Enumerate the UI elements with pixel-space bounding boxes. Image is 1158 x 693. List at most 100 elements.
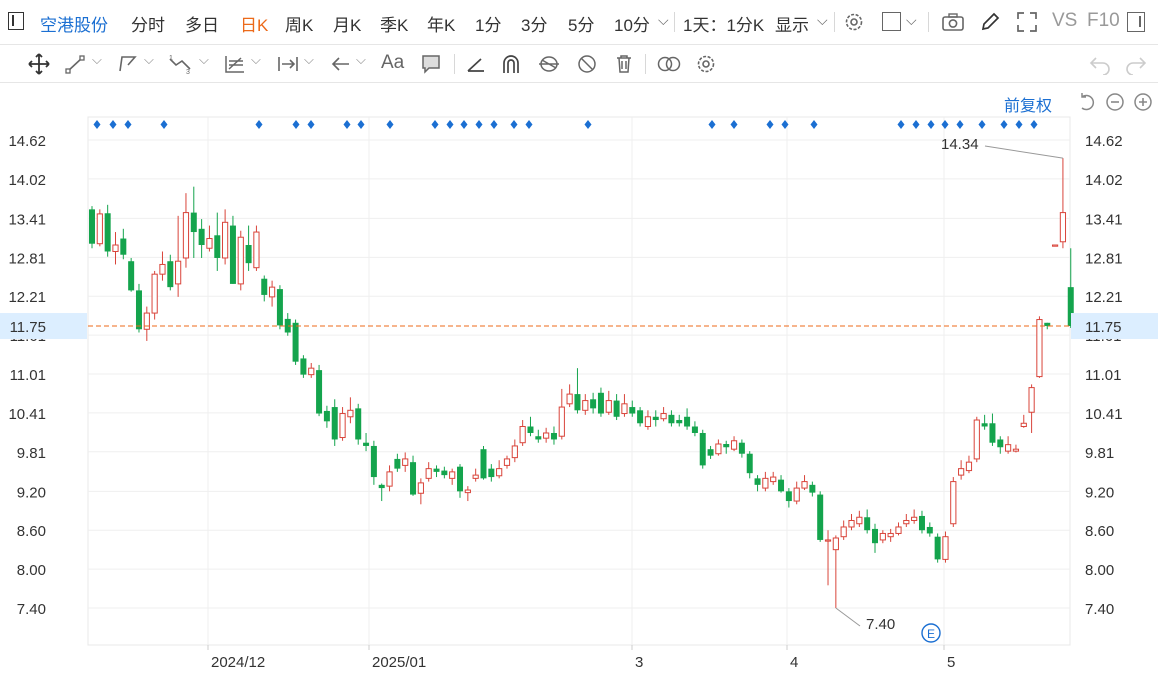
candle-body (143, 312, 150, 330)
tab-period-3[interactable]: 周K (285, 16, 314, 35)
tab-period-0[interactable]: 分时 (131, 16, 165, 35)
arrow-left-icon[interactable] (329, 54, 353, 74)
tab-period-5[interactable]: 季K (380, 16, 409, 35)
chevron-down-icon[interactable]: ⌵ (92, 52, 102, 67)
sidebar-toggle-icon[interactable] (8, 12, 24, 30)
candle (676, 414, 683, 427)
event-marker-diamond (525, 120, 533, 129)
zoom-in-icon[interactable] (1132, 91, 1154, 113)
candle (323, 405, 330, 428)
candle-body (965, 461, 973, 472)
display-menu[interactable]: 显示 (775, 16, 809, 35)
candle (355, 403, 362, 445)
fibonacci-tool-icon[interactable] (223, 53, 247, 75)
lock-drawings-icon[interactable] (537, 53, 561, 75)
chevron-down-icon[interactable]: ⌵ (251, 52, 261, 67)
candle-body (535, 436, 542, 440)
chevron-down-icon[interactable]: ⌵ (658, 12, 669, 28)
comment-icon[interactable] (420, 53, 442, 75)
panel-toggle-icon[interactable] (1127, 12, 1145, 32)
y-tick-label-left: 14.02 (8, 172, 46, 189)
fullscreen-icon[interactable] (1016, 11, 1038, 33)
chevron-down-icon[interactable]: ⌵ (199, 52, 209, 67)
tab-period-8[interactable]: 3分 (521, 16, 548, 35)
candle-body (402, 458, 409, 466)
polyline-tool-icon[interactable] (116, 53, 140, 75)
tab-period-9[interactable]: 5分 (568, 16, 595, 35)
chevron-down-icon[interactable]: ⌵ (356, 52, 366, 67)
candle-body (1067, 287, 1074, 327)
layout-square-icon[interactable] (882, 12, 901, 31)
range-tool-icon[interactable] (276, 54, 300, 74)
candle (441, 466, 448, 479)
reset-icon[interactable] (1076, 91, 1098, 113)
candle-body (699, 432, 706, 466)
y-tick-label-left: 9.81 (17, 445, 46, 462)
chevron-down-icon[interactable]: ⌵ (144, 52, 154, 67)
event-marker-diamond (307, 120, 315, 129)
adjust-mode-button[interactable]: 前复权 (1004, 98, 1053, 115)
candle-body (410, 462, 417, 495)
candle (864, 509, 871, 534)
line-tool-icon[interactable] (64, 53, 88, 75)
candle-body (879, 532, 886, 541)
candle (1067, 248, 1074, 328)
one-day-selector[interactable]: 1天：1分K (683, 16, 765, 35)
candle-body (1005, 444, 1012, 452)
undo-icon[interactable] (1088, 53, 1112, 75)
chevron-down-icon[interactable]: ⌵ (906, 12, 917, 28)
candle (112, 232, 119, 265)
candle (809, 481, 816, 497)
gear-icon[interactable] (843, 11, 865, 33)
candle (1012, 444, 1020, 453)
candle-body (973, 419, 980, 460)
tab-period-7[interactable]: 1分 (475, 16, 502, 35)
candle (1044, 322, 1051, 330)
candle (597, 387, 604, 417)
tab-period-1[interactable]: 多日 (185, 16, 219, 35)
candle (942, 531, 949, 563)
trash-icon[interactable] (613, 53, 635, 75)
settings-icon[interactable] (695, 53, 717, 75)
zoom-out-icon[interactable] (1104, 91, 1126, 113)
event-marker-diamond (730, 120, 738, 129)
overlays: 11.75 11.75 14.34 7.40 E (0, 136, 1158, 643)
candlestick-chart[interactable]: 14.62 14.62 14.02 14.02 13.41 13.41 12.81 12.81… (0, 82, 1158, 693)
candle-body (370, 445, 377, 478)
compare-icon[interactable] (656, 54, 682, 74)
pencil-icon[interactable] (979, 11, 1001, 33)
candle (965, 455, 973, 474)
drawing-toolbar: ⌵ ⌵ 1 3 ⌵ ⌵ ⌵ ⌵ Aa (0, 44, 1158, 83)
candle (691, 421, 698, 437)
candle-body (261, 278, 268, 295)
chevron-down-icon[interactable]: ⌵ (817, 12, 828, 28)
vs-button[interactable]: VS (1052, 10, 1078, 31)
stock-name[interactable]: 空港股份 (40, 16, 108, 35)
candle (206, 225, 213, 252)
event-marker-diamond (510, 120, 518, 129)
move-arrows-icon[interactable] (27, 52, 51, 76)
camera-icon[interactable] (941, 12, 965, 32)
tab-period-6[interactable]: 年K (427, 16, 456, 35)
angle-tool-icon[interactable] (465, 54, 487, 74)
divider (928, 12, 929, 32)
tab-period-4[interactable]: 月K (333, 16, 362, 35)
candle-body (104, 213, 111, 252)
candle (605, 390, 612, 415)
tab-period-2[interactable]: 日K (240, 16, 269, 35)
candle-body (128, 261, 135, 291)
f10-button[interactable]: F10 (1087, 10, 1120, 31)
redo-icon[interactable] (1124, 53, 1148, 75)
candle-body (817, 494, 824, 540)
chevron-down-icon[interactable]: ⌵ (304, 52, 314, 67)
candle (895, 522, 902, 536)
candle-body (245, 245, 252, 264)
y-tick-label-left: 10.41 (8, 406, 46, 423)
wave-tool-icon[interactable]: 1 3 (168, 53, 194, 75)
text-tool-icon[interactable]: Aa (381, 52, 405, 73)
magnet-icon[interactable] (500, 53, 522, 75)
hide-drawings-icon[interactable] (575, 53, 599, 75)
candle-body (363, 442, 370, 446)
minute-select[interactable]: 10分 (614, 16, 650, 35)
event-marker-diamond (766, 120, 774, 129)
